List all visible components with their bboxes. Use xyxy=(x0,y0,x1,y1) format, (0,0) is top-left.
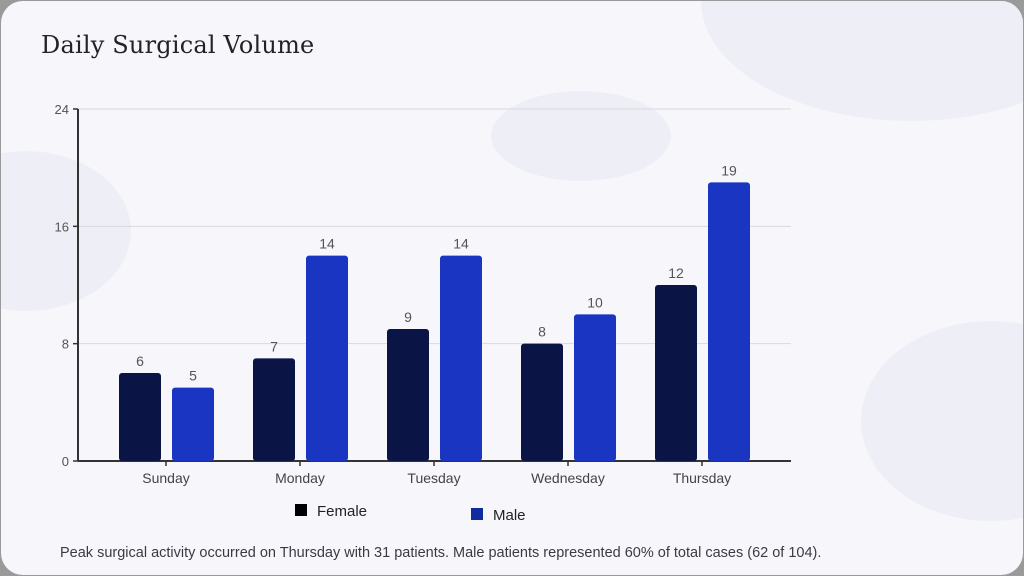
data-label: 9 xyxy=(404,309,412,325)
legend-swatch-male xyxy=(471,508,483,520)
data-label: 6 xyxy=(136,353,144,369)
x-tick-label: Monday xyxy=(275,470,325,486)
legend-label: Male xyxy=(493,507,526,524)
y-tick-label: 16 xyxy=(55,219,69,234)
data-label: 14 xyxy=(453,236,469,252)
data-label: 12 xyxy=(668,265,684,281)
x-tick-label: Thursday xyxy=(673,470,731,486)
chart-title: Daily Surgical Volume xyxy=(41,31,315,59)
bar-female xyxy=(655,285,697,461)
bar-female xyxy=(387,329,429,461)
bar-female xyxy=(119,373,161,461)
chart-summary: Peak surgical activity occurred on Thurs… xyxy=(60,545,822,561)
bar-male xyxy=(708,182,750,462)
bar-female xyxy=(253,358,295,461)
y-tick-label: 8 xyxy=(62,337,69,352)
x-tick-label: Tuesday xyxy=(407,470,460,486)
data-label: 14 xyxy=(319,236,335,252)
legend-swatch-female xyxy=(295,504,307,516)
data-label: 8 xyxy=(538,324,546,340)
data-label: 5 xyxy=(189,368,197,384)
legend-label: Female xyxy=(317,503,367,520)
x-tick-label: Sunday xyxy=(142,470,189,486)
data-label: 7 xyxy=(270,338,278,354)
bar-male xyxy=(440,255,482,461)
bar-female xyxy=(521,343,563,461)
background-shape xyxy=(491,91,671,181)
y-tick-label: 0 xyxy=(62,454,69,469)
x-tick-label: Wednesday xyxy=(531,470,605,486)
data-label: 10 xyxy=(587,294,603,310)
bar-male xyxy=(306,255,348,461)
data-label: 19 xyxy=(721,162,737,178)
bar-male xyxy=(172,387,214,461)
y-tick-label: 24 xyxy=(55,102,69,117)
bar-male xyxy=(574,314,616,461)
